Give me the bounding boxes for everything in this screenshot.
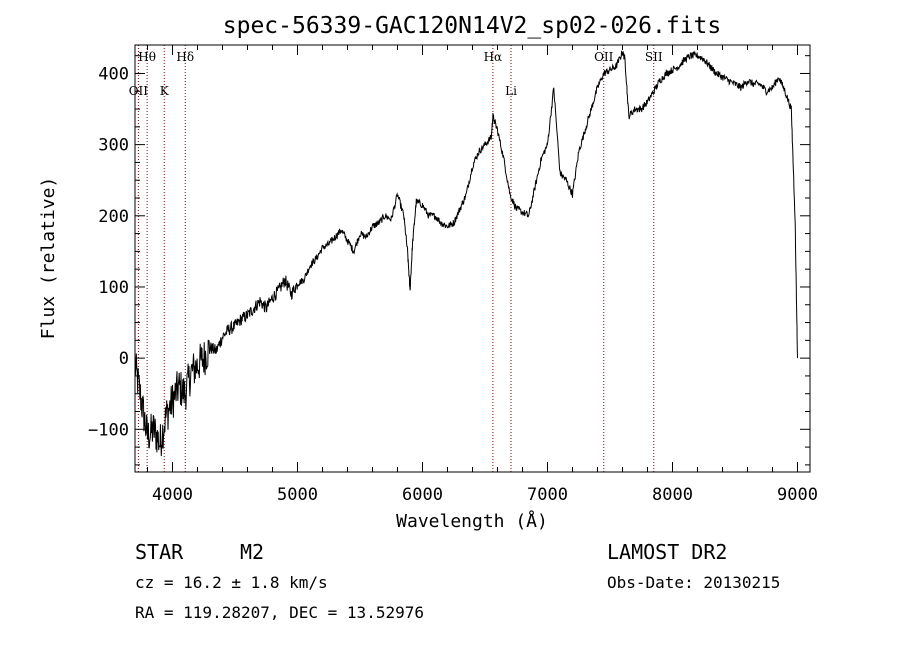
line-marker-label: Hδ [176, 50, 194, 64]
line-marker-label: Hθ [138, 50, 156, 64]
y-tick-label: −100 [88, 420, 129, 440]
object-subclass: M2 [240, 540, 265, 564]
spectrum-series [134, 50, 798, 457]
x-tick-label: 8000 [652, 485, 693, 505]
x-tick-label: 4000 [152, 485, 193, 505]
y-tick-label: 100 [98, 278, 129, 298]
x-axis-label: Wavelength (Å) [396, 510, 548, 532]
axis-ticks: 4000 5000 6000 7000 8000 9000 −100 0 100 200 300 40… [88, 45, 818, 505]
line-marker-label: SII [645, 50, 663, 64]
y-axis-label: Flux (relative) [38, 177, 59, 340]
redshift-readout: cz = 16.2 ± 1.8 km/s [135, 573, 328, 592]
x-tick-label: 7000 [527, 485, 568, 505]
plot-frame [134, 44, 811, 473]
x-tick-label: 9000 [777, 485, 818, 505]
line-marker-label: K [160, 84, 170, 98]
spectrum-line-0 [134, 50, 798, 457]
chart-title: spec-56339-GAC120N14V2_sp02-026.fits [223, 13, 722, 39]
line-marker-label: Li [505, 84, 517, 98]
line-marker-label: OII [594, 50, 614, 64]
coordinates-readout: RA = 119.28207, DEC = 13.52976 [135, 603, 424, 622]
y-tick-label: 0 [119, 349, 129, 369]
y-tick-label: 200 [98, 207, 129, 227]
x-tick-label: 6000 [402, 485, 443, 505]
observation-date: Obs-Date: 20130215 [607, 573, 781, 592]
line-marker-label: Hα [484, 50, 503, 64]
y-tick-label: 300 [98, 136, 129, 156]
data-release: LAMOST DR2 [607, 540, 728, 564]
object-class: STAR [135, 540, 184, 564]
x-tick-label: 5000 [277, 485, 318, 505]
y-tick-label: 400 [98, 64, 129, 84]
